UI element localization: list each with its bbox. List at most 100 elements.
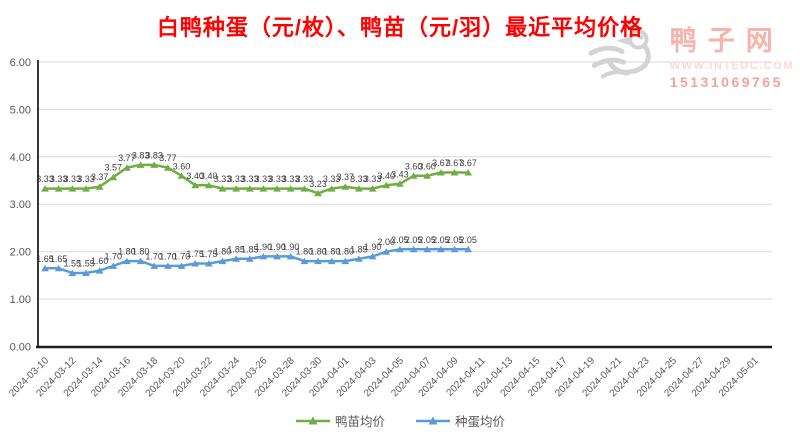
data-label: 1.85 [350,244,368,254]
point-marker [341,183,350,190]
data-label: 3.83 [145,150,163,160]
data-label: 3.67 [446,158,464,168]
point-marker [136,161,145,168]
data-label: 3.33 [214,174,232,184]
point-marker [245,185,254,192]
point-marker [191,181,200,189]
point-marker [300,257,309,265]
y-axis-label: 1.00 [10,294,31,306]
point-marker [300,185,309,192]
data-label: 3.77 [159,153,177,163]
point-marker [437,245,445,253]
data-label: 3.33 [64,174,82,184]
data-label: 3.60 [173,161,191,171]
data-label: 3.40 [378,171,396,181]
data-label: 1.65 [36,254,54,264]
point-marker [82,185,90,192]
point-marker [396,180,404,187]
data-label: 1.70 [105,251,123,261]
data-label: 2.05 [391,235,409,245]
y-axis-labels: 6.00 5.00 4.00 3.00 2.00 1.00 0.00 [10,57,31,354]
point-marker [259,253,268,260]
point-marker [409,245,418,253]
data-label: 2.05 [432,235,450,245]
point-marker [218,185,227,192]
data-label: 1.90 [282,242,300,252]
point-marker [123,164,131,171]
point-marker [286,253,295,260]
price-line-chart: 6.00 5.00 4.00 3.00 2.00 1.00 0.002024-03-1020… [7,57,772,399]
point-marker [286,185,295,192]
data-label: 3.33 [350,174,368,184]
point-marker [368,185,377,192]
point-marker [327,185,336,192]
point-marker [382,181,391,189]
point-marker [396,245,404,253]
y-axis-label: 5.00 [10,104,31,116]
data-label: 3.77 [118,153,136,163]
y-axis-label: 4.00 [10,152,31,164]
point-marker [177,172,186,179]
data-label: 1.65 [50,254,68,264]
data-label: 3.33 [50,174,68,184]
legend-item-egg-price: 种蛋均价 [415,411,505,430]
point-marker [204,181,213,189]
data-label: 1.80 [309,247,327,257]
point-marker [273,185,281,192]
data-label: 3.40 [200,171,218,181]
data-label: 3.43 [391,169,409,179]
point-marker [109,262,118,269]
y-axis-label: 3.00 [10,199,31,211]
data-label: 1.90 [364,242,382,252]
site-watermark: 鸭子网 WWW.INTEDC.COM 15131069765 [586,26,794,97]
point-marker [68,185,77,192]
data-label: 3.33 [296,174,314,184]
watermark-brand: 鸭子网 [669,26,784,56]
point-marker [245,255,254,262]
point-marker [423,172,432,179]
gridlines [38,61,772,300]
point-marker [327,257,336,265]
data-label: 1.55 [64,259,82,269]
point-marker [41,185,49,192]
duck-logo-icon [586,26,676,97]
point-marker [164,262,172,269]
data-label: 2.05 [459,235,477,245]
data-label: 1.85 [241,244,259,254]
legend-item-duckling-price: 鸭苗均价 [295,411,385,430]
data-label: 2.00 [378,237,396,247]
legend-label-duckling: 鸭苗均价 [334,415,385,429]
point-marker [314,257,322,265]
data-label: 1.90 [255,242,273,252]
data-label: 3.33 [241,174,259,184]
point-marker [259,185,268,192]
data-label: 3.33 [227,174,245,184]
point-marker [177,262,186,269]
point-marker [82,269,90,276]
legend-marker-duckling [295,416,330,424]
data-label: 3.67 [459,158,477,168]
point-marker [273,253,281,260]
data-label: 3.40 [186,171,204,181]
data-label: 1.60 [91,256,109,266]
chart-title: 白鸭种蛋（元/枚）、鸭苗（元/羽）最近平均价格 [156,15,644,40]
data-label: 1.70 [145,251,163,261]
point-marker [204,260,213,267]
point-marker [232,255,240,262]
series-egg-price [41,245,473,276]
data-label: 3.57 [105,163,123,173]
point-marker [232,185,240,192]
point-marker [450,169,459,176]
data-labels: 1.651.651.551.551.601.701.801.801.701.70… [36,235,477,269]
data-label: 1.70 [159,251,177,261]
data-labels: 3.333.333.333.333.373.573.773.833.833.77… [36,150,477,188]
chart-legend: 鸭苗均价 种蛋均价 [0,411,800,430]
data-label: 1.80 [296,247,314,257]
y-axis-label: 0.00 [10,342,31,354]
data-label: 1.80 [214,247,232,257]
data-label: 1.55 [77,259,95,269]
point-marker [95,183,104,190]
data-label: 1.80 [132,247,150,257]
point-marker [41,264,49,272]
